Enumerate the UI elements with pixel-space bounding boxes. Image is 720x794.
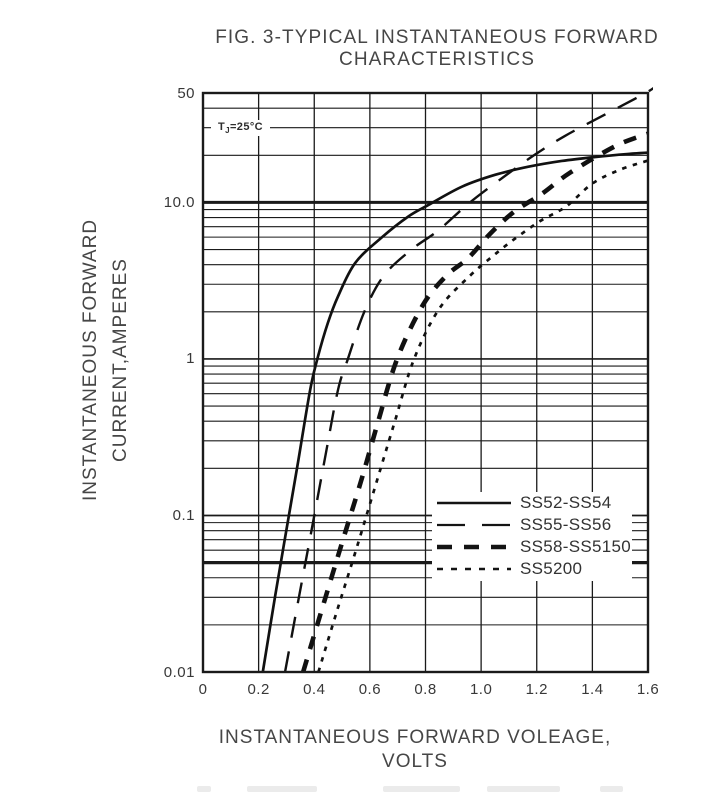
curve-ss52-ss54 [261,151,649,673]
figure-title-line1: FIG. 3-TYPICAL INSTANTANEOUS FORWARD [215,27,659,48]
temperature-annotation-value: =25°C [229,121,263,133]
figure-title: FIG. 3-TYPICAL INSTANTANEOUS FORWARD CHA… [157,27,717,71]
curve-ss58-ss5150 [300,131,649,673]
curves [261,86,653,673]
fine-dash-line-swatch-icon [437,567,511,571]
legend-item: SS52-SS54 [435,493,632,513]
cropped-next-caption-fragment [487,786,560,792]
legend-item: SS5200 [435,559,632,579]
x-tick-label: 0.4 [303,681,326,698]
cropped-next-caption-fragment [197,786,211,792]
x-tick-label: 1.2 [525,681,548,698]
x-tick-label: 0 [198,681,208,698]
gridlines [203,93,648,672]
long-dash-line-swatch-icon [437,523,511,527]
legend-label: SS5200 [520,559,583,578]
legend: SS52-SS54 SS55-SS56 SS58-SS5150 SS5200 [432,492,632,581]
x-tick-label: 1.0 [469,681,493,698]
legend-item: SS55-SS56 [435,515,632,535]
y-tick-label: 10.0 [163,193,195,211]
cropped-next-caption-fragment [600,786,623,792]
legend-label: SS55-SS56 [520,515,612,534]
x-tick-label: 1.4 [581,681,604,698]
y-tick-label: 50 [177,84,195,102]
thick-dash-line-swatch-icon [437,544,511,550]
x-tick-label: 0.8 [414,681,437,698]
y-tick-label: 0.1 [172,506,195,524]
x-tick-label: 0.6 [358,681,382,698]
x-tick-label: 1.6 [636,681,660,698]
figure-title-line2: CHARACTERISTICS [339,49,535,70]
cropped-next-caption-fragment [247,786,317,792]
solid-line-swatch-icon [437,501,511,505]
x-axis-title-line1: INSTANTANEOUS FORWARD VOLEAGE, [218,727,612,748]
temperature-annotation-prefix: T [218,121,226,133]
temperature-annotation-subscript: J [225,126,230,136]
legend-item: SS58-SS5150 [435,537,632,557]
x-axis-title-line2: VOLTS [382,751,448,772]
x-axis-title: INSTANTANEOUS FORWARD VOLEAGE, VOLTS [135,726,695,774]
plot-frame [201,91,650,674]
legend-label: SS52-SS54 [520,493,612,512]
x-tick-label: 0.2 [247,681,270,698]
cropped-next-caption-fragment [383,786,460,792]
y-tick-label: 0.01 [163,663,195,681]
curve-ss55-ss56 [283,86,653,673]
y-tick-label: 1 [186,350,195,368]
legend-label: SS58-SS5150 [520,537,632,556]
temperature-annotation: TJ=25°C [211,120,270,137]
